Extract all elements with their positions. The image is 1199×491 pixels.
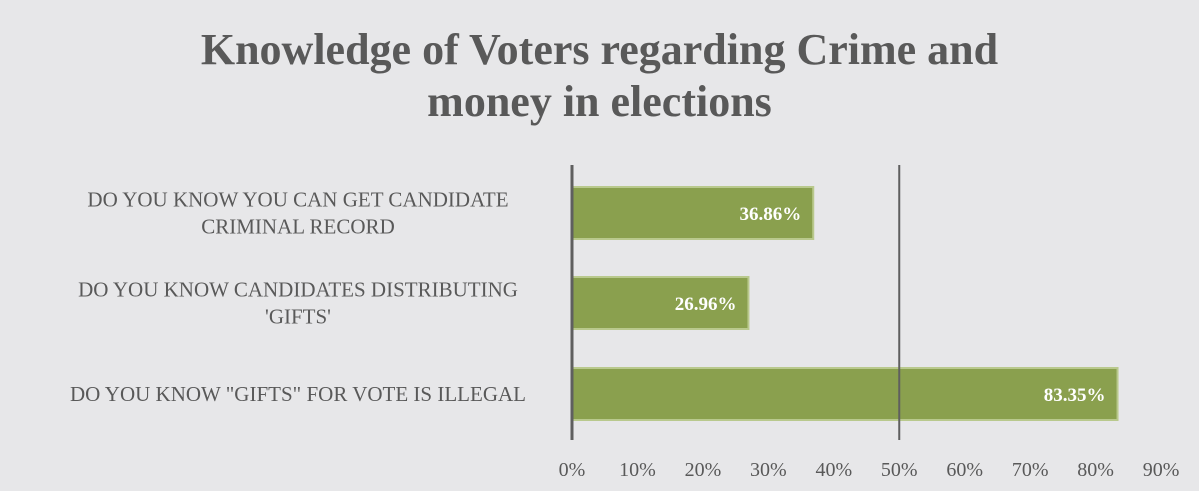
chart-title-line-2: money in elections [427,77,772,126]
x-tick-label-70pct: 70% [1012,459,1049,481]
x-tick-label-90pct: 90% [1143,459,1180,481]
category-label-2-line-2: 'GIFTS' [265,305,331,329]
x-tick-label-10pct: 10% [619,459,656,481]
chart-title-line-1: Knowledge of Voters regarding Crime and [200,25,999,74]
x-tick-label-60pct: 60% [946,459,983,481]
x-tick-label-40pct: 40% [815,459,852,481]
x-tick-label-50pct: 50% [881,459,918,481]
x-tick-label-0pct: 0% [559,459,586,481]
category-label-3-line-1: DO YOU KNOW "GIFTS" FOR VOTE IS ILLEGAL [70,382,526,406]
category-label-1-line-2: CRIMINAL RECORD [201,215,394,239]
bar-1 [571,186,815,240]
chart-title: Knowledge of Voters regarding Crime and … [0,24,1199,128]
data-label-1: 36.86% [739,204,801,225]
category-label-1-line-1: DO YOU KNOW YOU CAN GET CANDIDATE [87,188,508,212]
x-tick-label-80pct: 80% [1077,459,1114,481]
x-tick-label-30pct: 30% [750,459,787,481]
x-tick-label-20pct: 20% [685,459,722,481]
bar-3 [571,367,1119,421]
data-label-2: 26.96% [675,294,737,315]
data-label-3: 83.35% [1044,385,1106,406]
category-label-2-line-1: DO YOU KNOW CANDIDATES DISTRIBUTING [78,278,518,302]
